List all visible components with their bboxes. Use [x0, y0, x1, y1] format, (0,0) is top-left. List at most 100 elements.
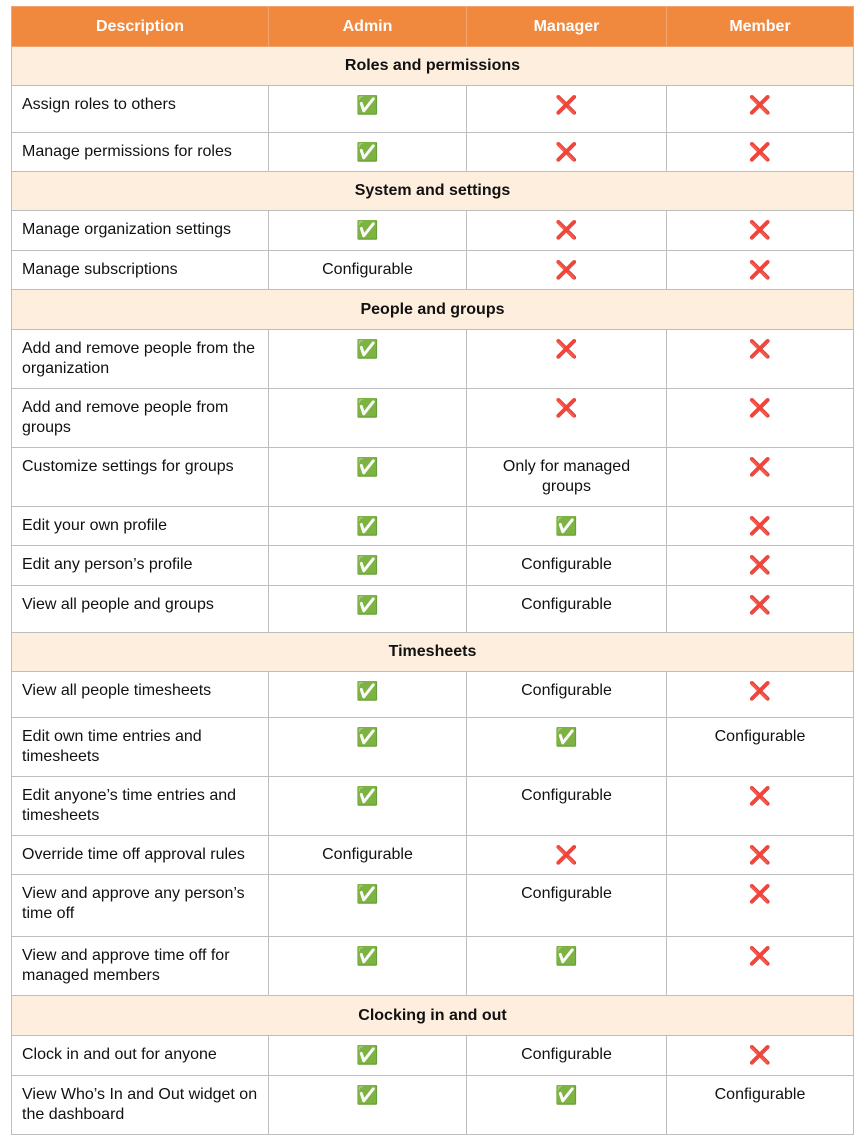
cell-text: View and approve any person’s time off	[22, 885, 245, 922]
section-title: Timesheets	[11, 632, 854, 672]
permission-row: View and approve any person’s time off ✅ C…	[11, 874, 854, 937]
check-icon: ✅	[555, 1085, 578, 1105]
description-cell: Assign roles to others	[11, 85, 269, 133]
section-row: Clocking in and out	[11, 995, 854, 1036]
description-cell: Edit own time entries and timesheets	[11, 717, 269, 777]
permission-cell: Configurable	[466, 776, 667, 836]
permission-row: Clock in and out for anyone ✅ Configurable…	[11, 1035, 854, 1076]
description-cell: Manage permissions for roles	[11, 132, 269, 172]
permission-cell: ❌	[466, 250, 667, 290]
cross-icon: ❌	[748, 884, 772, 904]
permission-cell: ✅	[268, 874, 467, 937]
cell-text: Manage subscriptions	[22, 261, 178, 278]
permission-row: View Who’s In and Out widget on the dash…	[11, 1075, 854, 1135]
permission-cell: ✅	[268, 506, 467, 546]
cell-text: Configurable	[521, 787, 612, 804]
permission-row: Add and remove people from the organizat…	[11, 329, 854, 389]
cross-icon: ❌	[748, 398, 772, 418]
permission-cell: ✅	[268, 388, 467, 448]
check-icon: ✅	[356, 95, 379, 115]
permission-cell: Configurable	[466, 585, 667, 633]
check-icon: ✅	[356, 727, 379, 747]
permission-cell: ❌	[466, 388, 667, 448]
permission-row: Edit your own profile ✅ ✅ ❌	[11, 506, 854, 546]
permission-row: Manage organization settings ✅ ❌ ❌	[11, 210, 854, 251]
permission-cell: ✅	[268, 936, 467, 996]
cross-icon: ❌	[555, 260, 578, 280]
column-header: Member	[666, 6, 854, 47]
cell-text: Manage permissions for roles	[22, 143, 232, 160]
permission-cell: Configurable	[466, 874, 667, 937]
cross-icon: ❌	[748, 845, 772, 865]
permission-row: Customize settings for groups ✅ Only for m…	[11, 447, 854, 507]
section-title: People and groups	[11, 289, 854, 330]
permission-cell: ❌	[666, 132, 854, 172]
description-cell: Manage organization settings	[11, 210, 269, 251]
permission-cell: Only for managed groups	[466, 447, 667, 507]
cell-text: Only for managed groups	[502, 458, 631, 495]
permission-cell: ❌	[666, 506, 854, 546]
permission-cell: Configurable	[466, 671, 667, 718]
permission-cell: ❌	[466, 85, 667, 133]
permission-cell: ❌	[666, 545, 854, 586]
cross-icon: ❌	[555, 845, 578, 865]
cell-text: Configurable	[521, 682, 612, 699]
cross-icon: ❌	[748, 595, 772, 615]
permission-cell: ❌	[666, 835, 854, 875]
check-icon: ✅	[356, 220, 379, 240]
permission-cell: Configurable	[666, 1075, 854, 1135]
permission-cell: ❌	[466, 210, 667, 251]
cell-text: Add and remove people from the organizat…	[22, 340, 256, 377]
cross-icon: ❌	[748, 946, 772, 966]
description-cell: Customize settings for groups	[11, 447, 269, 507]
column-header: Description	[11, 6, 269, 47]
permission-cell: Configurable	[666, 717, 854, 777]
column-header: Admin	[268, 6, 467, 47]
check-icon: ✅	[555, 946, 578, 966]
permission-row: Manage subscriptions Configurable ❌ ❌	[11, 250, 854, 290]
permission-cell: ❌	[666, 1035, 854, 1076]
cross-icon: ❌	[555, 95, 578, 115]
permission-row: Add and remove people from groups ✅ ❌ ❌	[11, 388, 854, 448]
description-cell: Edit your own profile	[11, 506, 269, 546]
cell-text: Add and remove people from groups	[22, 399, 229, 436]
cross-icon: ❌	[748, 142, 772, 162]
description-cell: Add and remove people from the organizat…	[11, 329, 269, 389]
description-cell: Add and remove people from groups	[11, 388, 269, 448]
permission-cell: Configurable	[466, 1035, 667, 1076]
cross-icon: ❌	[748, 786, 772, 806]
header-row: Description Admin Manager Member	[11, 6, 854, 47]
permission-cell: ✅	[268, 545, 467, 586]
section-title: Clocking in and out	[11, 995, 854, 1036]
permission-row: Edit own time entries and timesheets ✅ ✅ Co…	[11, 717, 854, 777]
cell-text: Manage organization settings	[22, 221, 232, 238]
permission-cell: ✅	[466, 506, 667, 546]
cell-text: Configurable	[322, 261, 413, 278]
cross-icon: ❌	[555, 220, 578, 240]
check-icon: ✅	[356, 946, 379, 966]
cell-text: View all people and groups	[22, 596, 214, 613]
description-cell: Edit anyone’s time entries and timesheet…	[11, 776, 269, 836]
cross-icon: ❌	[748, 681, 772, 701]
description-cell: Clock in and out for anyone	[11, 1035, 269, 1076]
section-title: Roles and permissions	[11, 46, 854, 86]
permission-cell: ❌	[666, 585, 854, 633]
permission-cell: ❌	[666, 85, 854, 133]
description-cell: View Who’s In and Out widget on the dash…	[11, 1075, 269, 1135]
cross-icon: ❌	[748, 260, 772, 280]
check-icon: ✅	[555, 727, 578, 747]
permission-cell: ✅	[268, 1075, 467, 1135]
cell-text: Configurable	[714, 728, 806, 745]
permission-cell: ❌	[666, 447, 854, 507]
permission-row: Edit any person’s profile ✅ Configurable ❌	[11, 545, 854, 586]
description-cell: View and approve any person’s time off	[11, 874, 269, 937]
check-icon: ✅	[356, 457, 379, 477]
permission-cell: ❌	[666, 936, 854, 996]
permission-cell: ❌	[466, 132, 667, 172]
check-icon: ✅	[356, 516, 379, 536]
permission-cell: Configurable	[466, 545, 667, 586]
permission-row: Manage permissions for roles ✅ ❌ ❌	[11, 132, 854, 172]
permission-cell: ❌	[666, 388, 854, 448]
check-icon: ✅	[356, 1085, 379, 1105]
